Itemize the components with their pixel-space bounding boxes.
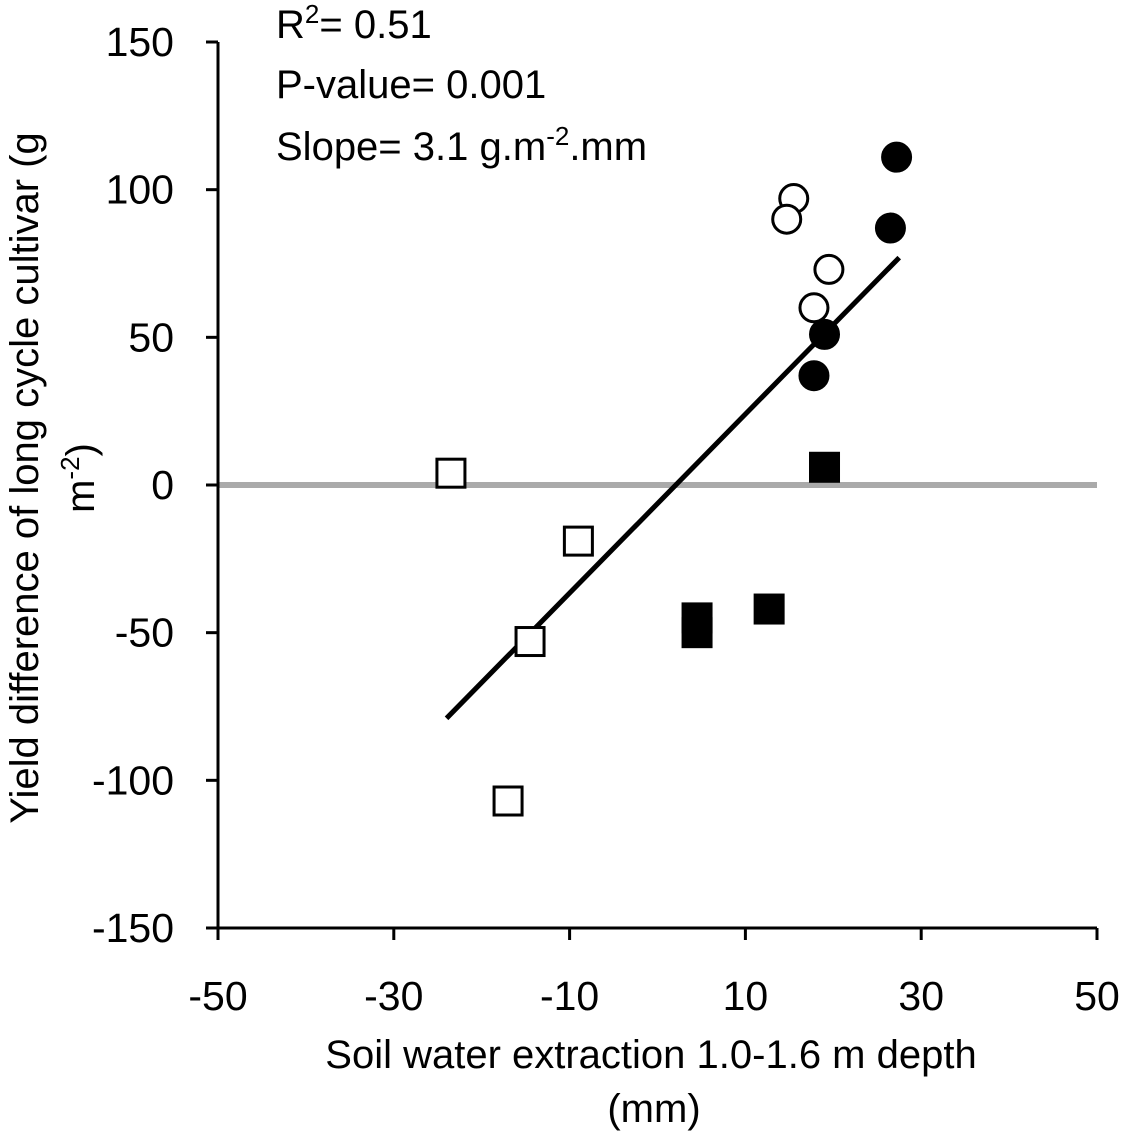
open-square-point (435, 457, 467, 489)
open-circle-point (771, 203, 803, 235)
x-tick-label: 30 (898, 973, 944, 1019)
x-axis-unit: (mm) (607, 1087, 700, 1131)
y-tick-label: 50 (128, 314, 174, 360)
filled-circle-point (874, 212, 906, 244)
y-tick-label: -150 (92, 905, 174, 951)
y-tick-label: 150 (106, 19, 174, 65)
open-square-point (514, 626, 546, 658)
x-tick-label: -50 (188, 973, 247, 1019)
y-tick-label: 100 (106, 167, 174, 213)
filled-circle-point (809, 318, 841, 350)
slope-label: Slope= 3.1 g.m-2.mm (276, 121, 647, 169)
y-tick-label: -50 (115, 610, 174, 656)
filled-square-point (681, 617, 713, 649)
x-axis-title: Soil water extraction 1.0-1.6 m depth (325, 1033, 976, 1077)
y-tick-label: -100 (92, 757, 174, 803)
filled-circle-point (798, 360, 830, 392)
open-circle-point (813, 253, 845, 285)
x-tick-label: 10 (723, 973, 769, 1019)
open-circle-point (798, 292, 830, 324)
filled-square-point (809, 451, 841, 483)
p-value-label: P-value= 0.001 (276, 63, 546, 107)
y-tick-label: 0 (151, 462, 174, 508)
filled-square-point (753, 593, 785, 625)
open-square-point (562, 525, 594, 557)
x-tick-label: -30 (364, 973, 423, 1019)
x-tick-label: 50 (1074, 973, 1120, 1019)
filled-circle-point (881, 141, 913, 173)
x-tick-label: -10 (540, 973, 599, 1019)
r-squared-label: R2= 0.51 (276, 0, 432, 47)
y-axis-title: Yield difference of long cycle cultivar … (3, 132, 47, 823)
open-square-point (492, 785, 524, 817)
y-axis-unit: m-2) (55, 443, 103, 513)
